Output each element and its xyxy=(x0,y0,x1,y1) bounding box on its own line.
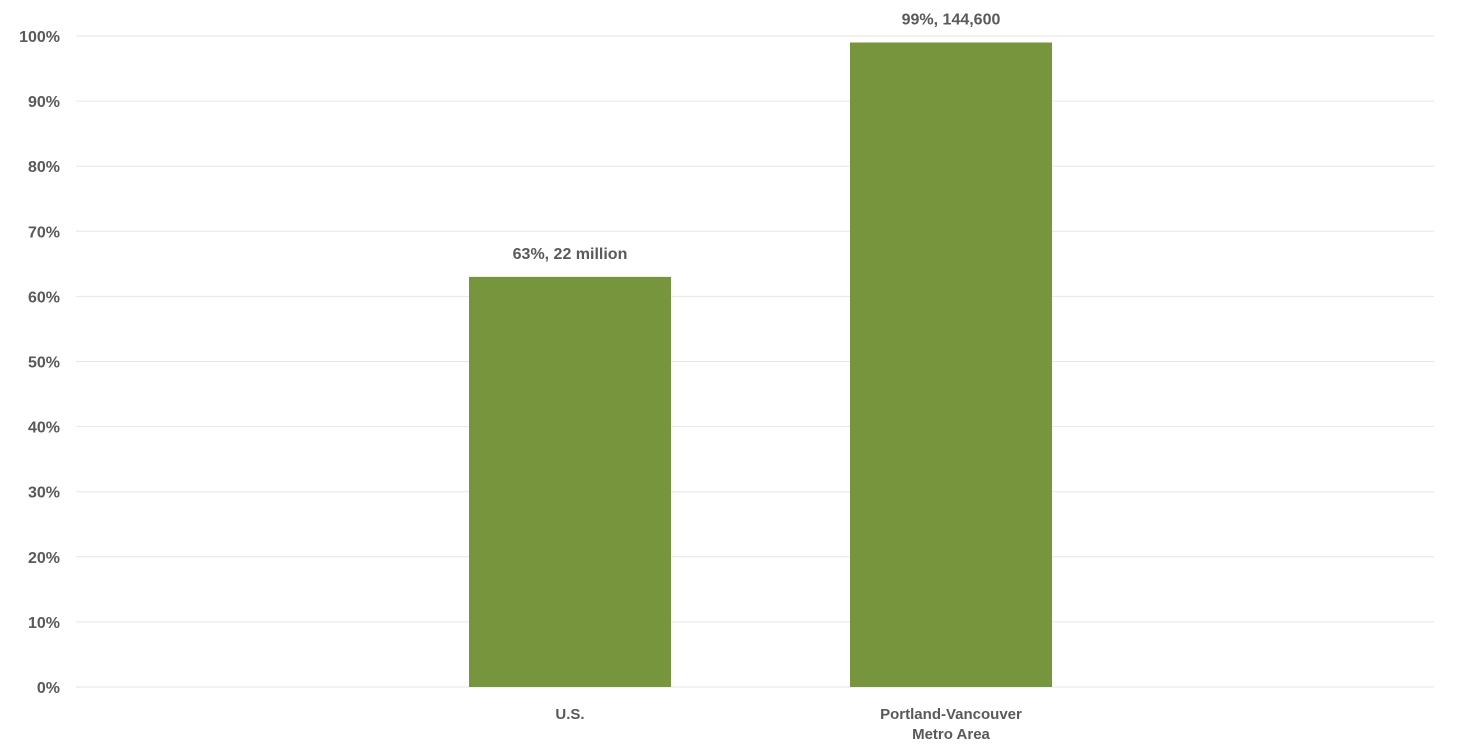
bar-1 xyxy=(850,42,1052,687)
category-label-0: U.S. xyxy=(555,706,584,723)
data-label-background-1 xyxy=(881,6,1021,33)
y-tick-label-90: 90% xyxy=(28,94,60,111)
y-tick-label-70: 70% xyxy=(28,224,60,241)
data-labels: 63%, 22 million 99%, 144,600 xyxy=(486,6,1021,267)
data-label-1: 99%, 144,600 xyxy=(902,12,1001,29)
y-tick-label-50: 50% xyxy=(28,355,60,372)
y-tick-label-60: 60% xyxy=(28,289,60,306)
category-label-1: Portland-Vancouver Metro Area xyxy=(880,706,1022,743)
y-tick-label-80: 80% xyxy=(28,159,60,176)
data-label-0: 63%, 22 million xyxy=(513,246,628,263)
y-tick-label-20: 20% xyxy=(28,550,60,567)
category-label-1-line-0: Portland-Vancouver xyxy=(880,706,1022,723)
y-tick-label-40: 40% xyxy=(28,420,60,437)
x-axis-category-labels: U.S. Portland-Vancouver Metro Area xyxy=(555,706,1022,743)
data-label-background-0 xyxy=(486,240,654,267)
bar-0 xyxy=(469,276,671,687)
y-tick-label-100: 100% xyxy=(19,29,60,46)
bars xyxy=(469,42,1052,687)
category-label-0-line-0: U.S. xyxy=(555,706,584,723)
y-tick-label-0: 0% xyxy=(37,680,60,697)
y-axis-tick-labels: 0% 10% 20% 30% 40% 50% 60% 70% 80% 90% 100% xyxy=(19,29,60,697)
y-tick-label-10: 10% xyxy=(28,615,60,632)
gridlines xyxy=(76,35,1434,688)
y-tick-label-30: 30% xyxy=(28,485,60,502)
category-label-1-line-1: Metro Area xyxy=(912,726,990,743)
